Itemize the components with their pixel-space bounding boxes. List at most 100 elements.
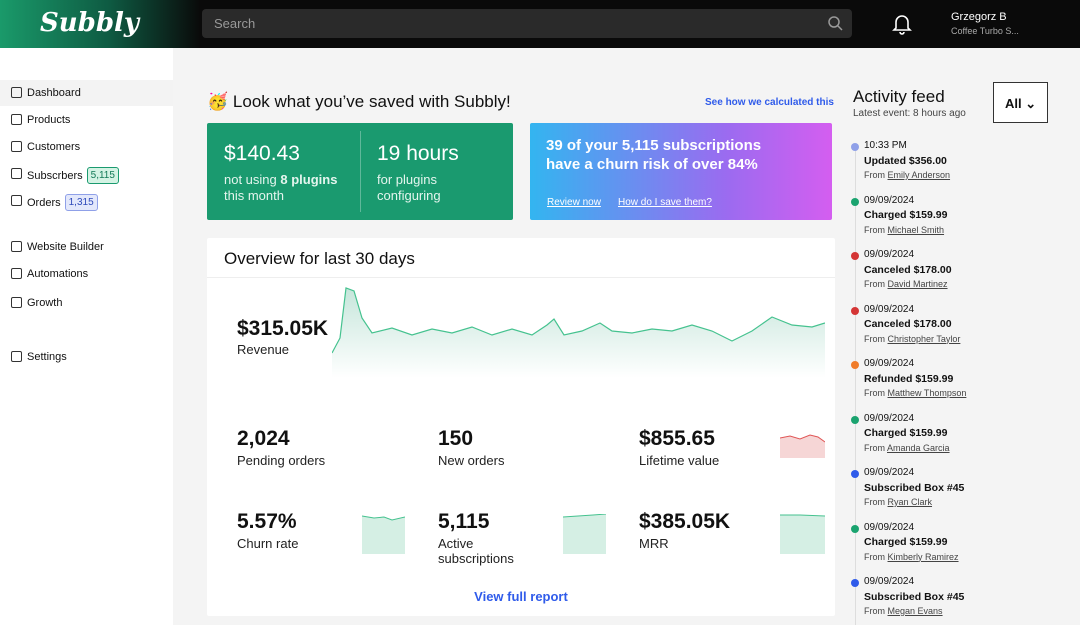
event[interactable]: 09/09/2024 Subscribed Box #45 From Megan E…: [851, 575, 1074, 619]
event-from: From Ryan Clark: [864, 495, 1074, 510]
event-time: 09/09/2024: [864, 412, 915, 424]
customer-name[interactable]: Megan Evans: [887, 606, 943, 616]
event-dot: [851, 579, 859, 587]
event[interactable]: 09/09/2024 Charged $159.99 From Kimberly R…: [851, 521, 1074, 565]
nav-icon: [11, 168, 22, 179]
customer-name[interactable]: Emily Anderson: [887, 170, 951, 180]
from-label: From: [864, 606, 885, 616]
event[interactable]: 09/09/2024 Charged $159.99 From Amanda Gar…: [851, 412, 1074, 456]
nav-icon: [11, 268, 22, 279]
from-label: From: [864, 170, 885, 180]
event[interactable]: 09/09/2024 Subscribed Box #45 From Ryan Cl…: [851, 466, 1074, 510]
nav-item[interactable]: Subscrbers 5,115: [0, 161, 173, 187]
divider: [207, 277, 835, 278]
event-time: 10:33 PM: [864, 140, 907, 151]
nav-badge: 5,115: [86, 167, 119, 184]
event[interactable]: 10:33 PM Updated $356.00 From Emily Anders…: [851, 139, 1074, 183]
churn-text: 39 of your 5,115 subscriptions have a ch…: [546, 137, 762, 173]
from-label: From: [864, 388, 885, 398]
search-icon: [828, 16, 843, 31]
notifications-icon[interactable]: [892, 13, 912, 35]
nav-icon: [11, 114, 22, 125]
event[interactable]: 09/09/2024 Charged $159.99 From Michael Sm…: [851, 194, 1074, 238]
nav-icon: [11, 195, 22, 206]
text-bold: 8 plugins: [280, 172, 338, 187]
help-link[interactable]: How do I save them?: [618, 197, 712, 208]
customer-name[interactable]: Christopher Taylor: [887, 333, 961, 344]
user-company: Coffee Turbo S...: [951, 26, 1019, 36]
nav-icon: [11, 297, 22, 308]
event-dot: [851, 197, 859, 206]
event-action: Updated $356.00: [864, 154, 947, 167]
feed-filter[interactable]: All ⌄: [993, 82, 1048, 123]
from-label: From: [864, 551, 885, 562]
nav-icon: [11, 87, 22, 98]
nav-item[interactable]: Customers: [0, 134, 173, 160]
search-box[interactable]: Search: [202, 9, 852, 38]
nav-label: Products: [27, 114, 71, 126]
plugins-desc: not using 8 plugins this month: [224, 172, 337, 204]
calc-link[interactable]: See how we calculated this: [705, 97, 834, 108]
event-time: 09/09/2024: [864, 303, 915, 315]
event-action: Canceled $178.00: [864, 318, 952, 330]
metric-label: Lifetime value: [639, 453, 720, 468]
nav-item[interactable]: Products: [0, 107, 173, 133]
customer-name[interactable]: Kimberly Ramirez: [887, 551, 959, 562]
nav-label: Website Builder: [27, 241, 104, 253]
customer-name[interactable]: David Martinez: [887, 279, 948, 289]
event-from: From Megan Evans: [864, 604, 1074, 619]
review-link[interactable]: Review now: [547, 197, 601, 208]
hours-saved: 19 hours: [377, 142, 459, 165]
metric-value: 5.57%: [237, 510, 297, 533]
nav-item[interactable]: Growth: [0, 290, 173, 316]
feed-title: Activity feed: [853, 87, 945, 106]
event[interactable]: 09/09/2024 Canceled $178.00 From Christoph…: [851, 303, 1074, 347]
metric-value: 2,024: [237, 427, 290, 450]
customer-name[interactable]: Michael Smith: [887, 224, 945, 235]
nav-label: Automations: [27, 268, 89, 280]
revenue-value: $315.05K: [237, 317, 329, 340]
filter-value: All: [1005, 96, 1022, 111]
event-dot: [851, 415, 859, 424]
header: Subbly Search Grzegorz B Coffee Turbo S.…: [0, 0, 1080, 48]
from-label: From: [864, 442, 885, 453]
nav-badge: 1,315: [64, 194, 98, 211]
event[interactable]: 09/09/2024 Refunded $159.99 From Matthew T…: [851, 357, 1074, 401]
event[interactable]: 09/09/2024 Canceled $178.00 From David Mar…: [851, 248, 1074, 292]
customer-name[interactable]: Ryan Clark: [887, 497, 933, 507]
event-time: 09/09/2024: [864, 576, 915, 587]
metric-value: 5,115: [438, 510, 490, 533]
from-label: From: [864, 224, 885, 235]
event-from: From Kimberly Ramirez: [864, 550, 1074, 565]
nav-item[interactable]: Dashboard: [0, 80, 173, 106]
customer-name[interactable]: Matthew Thompson: [887, 388, 967, 398]
nav-item[interactable]: Settings: [0, 344, 173, 370]
metric-value: $385.05K: [639, 510, 731, 533]
overview-title: Overview for last 30 days: [224, 249, 415, 268]
churn-card: 39 of your 5,115 subscriptions have a ch…: [530, 123, 832, 220]
user-name[interactable]: Grzegorz B: [951, 11, 1007, 23]
sparkline: [563, 514, 606, 554]
overview-card: Overview for last 30 days $315.05K Reven…: [207, 238, 835, 616]
sparkline: [780, 514, 825, 554]
nav-item[interactable]: Automations: [0, 261, 173, 287]
event-time: 09/09/2024: [864, 249, 915, 260]
nav-icon: [11, 141, 22, 152]
nav-item[interactable]: Orders 1,315: [0, 188, 173, 214]
revenue-label: Revenue: [237, 342, 290, 357]
sparkline: [780, 434, 825, 458]
nav-label: Orders: [27, 197, 61, 209]
customer-name[interactable]: Amanda Garcia: [887, 442, 950, 453]
event-time: 09/09/2024: [864, 521, 915, 533]
logo[interactable]: Subbly: [40, 8, 140, 38]
full-report-link[interactable]: View full report: [474, 589, 568, 604]
nav-item[interactable]: Website Builder: [0, 234, 173, 260]
event-from: From Christopher Taylor: [864, 332, 1074, 347]
metric-label: Churn rate: [237, 536, 299, 551]
event-action: Charged $159.99: [864, 427, 948, 439]
event-action: Refunded $159.99: [864, 372, 954, 385]
metric-value: $855.65: [639, 427, 715, 450]
event-time: 09/09/2024: [864, 467, 915, 478]
event-from: From Matthew Thompson: [864, 386, 1074, 401]
